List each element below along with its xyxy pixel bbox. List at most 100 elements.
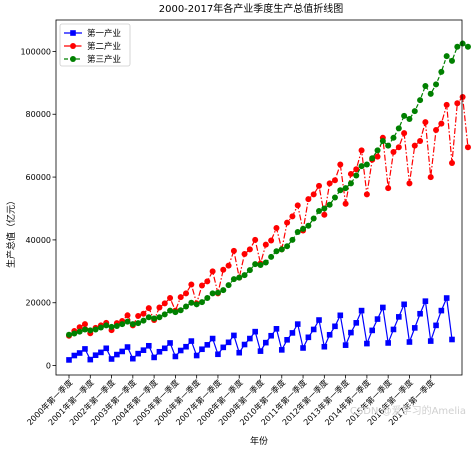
- data-point: [342, 200, 349, 207]
- data-point: [71, 352, 78, 359]
- data-point: [321, 343, 328, 350]
- data-point: [225, 339, 232, 346]
- data-point: [263, 339, 269, 346]
- data-point: [310, 326, 317, 333]
- data-point: [332, 323, 338, 330]
- data-point: [353, 166, 360, 173]
- legend-item: 第二产业: [64, 41, 121, 52]
- data-point: [87, 356, 94, 363]
- data-point: [342, 185, 349, 192]
- data-point: [140, 310, 147, 317]
- data-point: [268, 237, 275, 244]
- plot-frame: [55, 19, 463, 376]
- data-point: [262, 241, 269, 248]
- data-point: [411, 108, 418, 115]
- data-point: [395, 144, 402, 151]
- data-point: [108, 356, 115, 362]
- data-point: [183, 290, 190, 297]
- data-point: [305, 222, 312, 229]
- data-point: [177, 347, 184, 354]
- data-point: [66, 331, 72, 338]
- data-point: [358, 307, 365, 314]
- data-point: [326, 331, 333, 338]
- data-point: [411, 325, 418, 331]
- data-point: [76, 324, 83, 331]
- data-point: [198, 299, 205, 306]
- data-point: [140, 347, 147, 353]
- data-point: [363, 161, 370, 168]
- data-point: [427, 174, 434, 181]
- data-point: [145, 305, 152, 312]
- data-point: [379, 137, 386, 144]
- data-point: [209, 290, 216, 297]
- data-point: [337, 187, 344, 194]
- data-point: [241, 272, 248, 279]
- data-point: [215, 351, 221, 358]
- data-point: [331, 177, 338, 184]
- data-point: [331, 194, 338, 201]
- data-point: [390, 134, 397, 141]
- data-point: [92, 326, 99, 333]
- data-point: [161, 300, 168, 307]
- data-point: [161, 311, 168, 318]
- data-point: [193, 352, 200, 359]
- data-point: [119, 321, 126, 328]
- data-point: [337, 161, 344, 168]
- data-point: [76, 350, 83, 356]
- data-point: [433, 126, 440, 133]
- data-point: [278, 246, 285, 253]
- data-point: [167, 340, 173, 346]
- data-point: [230, 276, 237, 283]
- data-point: [262, 259, 269, 266]
- data-point: [294, 229, 301, 236]
- data-point: [316, 317, 322, 323]
- data-point: [411, 142, 418, 149]
- data-point: [103, 322, 110, 329]
- data-point: [156, 304, 163, 311]
- data-point: [380, 304, 386, 311]
- data-point: [257, 262, 264, 269]
- data-point: [225, 262, 232, 269]
- data-point: [231, 332, 237, 339]
- data-point: [193, 301, 200, 308]
- data-point: [443, 53, 450, 60]
- data-point: [347, 170, 354, 177]
- data-point: [220, 287, 227, 294]
- data-point: [252, 328, 258, 335]
- data-point: [326, 201, 333, 208]
- data-point: [422, 298, 429, 304]
- data-point: [82, 346, 88, 352]
- data-point: [135, 312, 142, 319]
- data-point: [140, 317, 147, 324]
- data-point: [198, 282, 205, 289]
- data-point: [449, 57, 455, 64]
- data-point: [220, 266, 227, 273]
- data-point: [454, 100, 461, 107]
- data-point: [188, 299, 195, 306]
- data-point: [406, 339, 413, 345]
- data-point: [348, 329, 354, 336]
- legend-box: [59, 23, 131, 67]
- data-point: [321, 205, 328, 212]
- data-point: [374, 153, 381, 160]
- data-point: [396, 314, 402, 320]
- data-point: [92, 352, 99, 359]
- data-point: [294, 321, 301, 327]
- data-point: [273, 248, 280, 255]
- data-point: [358, 147, 365, 154]
- data-point: [422, 82, 429, 89]
- data-point: [124, 318, 131, 325]
- data-point: [464, 144, 471, 151]
- data-point: [204, 342, 211, 348]
- legend-label: 第二产业: [87, 41, 121, 52]
- data-point: [443, 101, 450, 108]
- data-point: [167, 307, 174, 314]
- data-point: [209, 268, 216, 275]
- data-point: [209, 335, 216, 342]
- data-point: [151, 354, 157, 361]
- data-point: [289, 236, 296, 243]
- data-point: [199, 346, 205, 353]
- data-point: [443, 295, 450, 301]
